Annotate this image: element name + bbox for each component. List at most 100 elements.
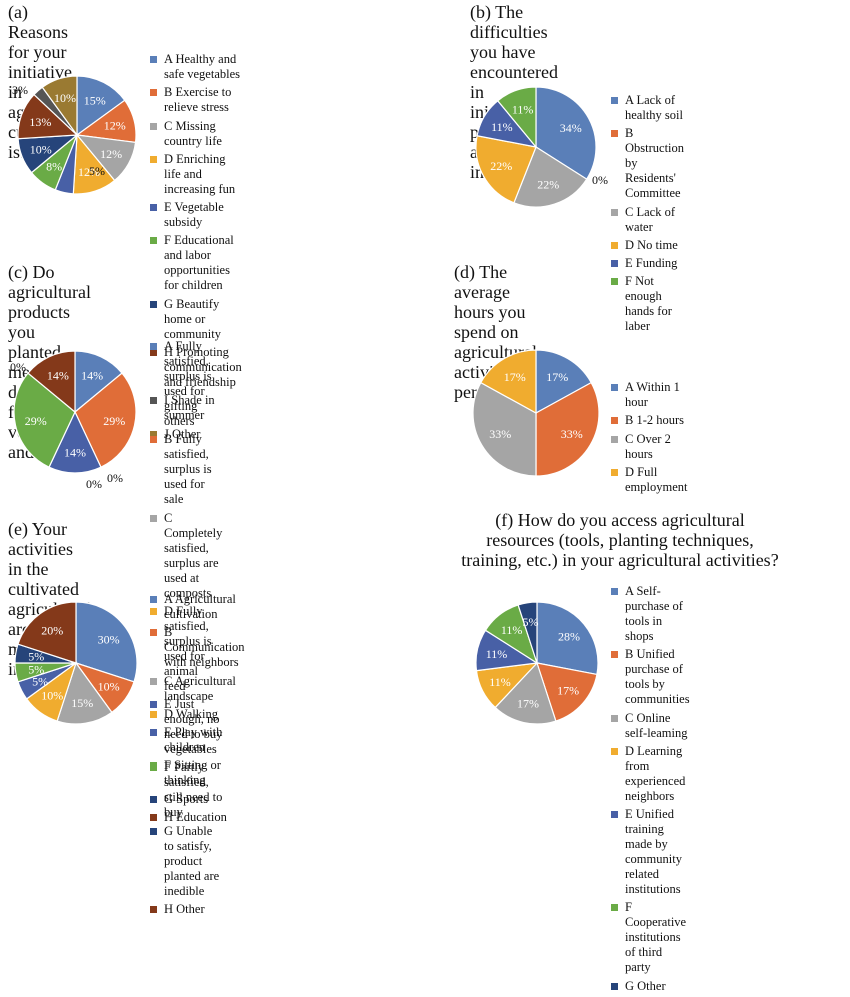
legend-label-e-5: F Sitting or thinking (164, 758, 221, 788)
pie-slice-a-0 (76, 75, 126, 137)
data-label-e-2: 15% (71, 696, 93, 710)
data-label-e-0: 30% (98, 632, 120, 646)
legend-item-f-2: C Online self-leaming (611, 711, 690, 741)
data-label-e-5: 5% (28, 662, 44, 676)
legend-label-b-2: C Lack of water (625, 204, 675, 234)
legend-item-a-2: C Missing country life (150, 119, 242, 149)
legend-label-e-1: B Communication with neighbors (164, 625, 245, 670)
legend-label-b-0: A Lack of healthy soil (625, 93, 683, 122)
legend-swatch-c-2 (150, 514, 157, 522)
legend-swatch-c-1 (150, 436, 157, 444)
legend-swatch-d-2 (611, 435, 618, 443)
legend-item-a-9: J Other (150, 427, 242, 442)
legend-item-d-2: C Over 2 hours (611, 432, 687, 462)
data-label-a-9: 10% (54, 91, 76, 105)
data-label-c-7: 14% (47, 369, 69, 383)
pie-slice-f-1 (536, 662, 598, 722)
legend-swatch-c-6 (150, 827, 157, 835)
legend-swatch-f-0 (611, 588, 618, 595)
chart-title-f: (f) How do you access agricultural resou… (461, 510, 779, 570)
legend-swatch-f-6 (611, 982, 618, 990)
pie-slice-f-0 (536, 601, 599, 676)
legend-item-b-5: F Not enough hands for laber (611, 274, 684, 334)
legend-swatch-a-9 (150, 430, 157, 438)
legend-swatch-f-3 (611, 747, 618, 755)
legend-label-b-5: F Not enough hands for laber (625, 274, 672, 334)
legend-swatch-d-0 (611, 384, 618, 391)
legend-swatch-a-5 (150, 237, 157, 245)
data-label-b-3: 22% (490, 159, 512, 173)
legend-label-c-1: B Fully satisfied, surplus is used for s… (164, 432, 212, 507)
data-label-f-4: 11% (486, 647, 508, 661)
legend-swatch-e-3 (150, 710, 157, 718)
pie-slice-c-5 (13, 372, 76, 468)
legend-item-b-3: D No time (611, 238, 684, 253)
legend-swatch-c-4 (150, 701, 157, 709)
data-label-e-1: 10% (98, 680, 120, 694)
pie-slice-e-0 (75, 601, 138, 683)
legend-label-e-3: D Walking (164, 706, 218, 721)
legend-label-e-2: C Agricultural landscape (164, 673, 236, 703)
legend-item-e-3: D Walking (150, 707, 245, 722)
legend-swatch-a-3 (150, 155, 157, 163)
data-label-a-5: 8% (46, 160, 62, 174)
legend-item-a-1: B Exercise to relieve stress (150, 85, 242, 115)
legend-item-a-5: F Educational and labor opportunities fo… (150, 233, 242, 293)
data-label-a-2: 12% (100, 147, 122, 161)
pie-slice-b-2 (513, 146, 588, 208)
legend-swatch-a-7 (150, 349, 157, 357)
legend-label-d-0: A Within 1 hour (625, 380, 680, 409)
legend-item-e-0: A Agricultural cultivation (150, 592, 245, 622)
data-label-b-2: 22% (537, 178, 559, 192)
data-label-b-4: 11% (491, 120, 513, 134)
legend-item-b-2: C Lack of water (611, 205, 684, 235)
data-label-d-3: 17% (504, 370, 526, 384)
pie-slice-b-3 (475, 135, 537, 204)
data-label-e-7: 20% (41, 623, 63, 637)
legend-label-e-6: G Sports (164, 791, 209, 806)
pie-slice-b-5 (496, 86, 537, 149)
legend-swatch-f-5 (611, 904, 618, 912)
legend-label-a-3: D Enriching life and increasing fun (164, 151, 236, 196)
legend-swatch-b-5 (611, 278, 618, 286)
data-label-a-1: 12% (104, 118, 126, 132)
legend-label-a-9: J Other (164, 426, 201, 441)
legend-label-a-8: I Shade in summer (164, 393, 215, 423)
legend-swatch-b-2 (611, 208, 618, 216)
legend-swatch-b-1 (611, 130, 618, 138)
data-label-a-0: 15% (84, 93, 106, 107)
pie-slice-d-1 (535, 381, 600, 477)
legend-item-d-3: D Full employment (611, 465, 688, 495)
legend-swatch-f-1 (611, 651, 618, 659)
legend-label-a-2: C Missing country life (164, 118, 222, 148)
data-label-a-8: 3% (12, 83, 28, 97)
pie-chart-a: 15%12%12%12%5%8%10%13%3%10% (12, 75, 137, 195)
data-label-c-4: 14% (64, 445, 86, 459)
legend-item-f-3: D Learning from experienced neighbors (611, 744, 690, 804)
legend-swatch-b-3 (611, 241, 618, 249)
legend-swatch-e-5 (150, 762, 157, 770)
data-label-a-3: 12% (78, 165, 100, 179)
data-label-b-0: 34% (560, 121, 582, 135)
legend-label-a-0: A Healthy and safe vegetables (164, 52, 241, 81)
data-label-c-5: 29% (25, 414, 47, 428)
data-label-c-6: 0% (10, 360, 26, 374)
legend-label-f-3: D Learning from experienced neighbors (625, 743, 686, 803)
legend-label-c-0: A Fully satisfied, surplus is used for g… (164, 339, 212, 428)
data-label-c-3: 0% (86, 477, 102, 491)
legend-label-f-5: F Cooperative institutions of third part… (625, 900, 687, 975)
legend-swatch-b-4 (611, 260, 618, 268)
data-label-c-2: 0% (107, 471, 123, 485)
legend-item-e-2: C Agricultural landscape (150, 674, 245, 704)
data-label-f-0: 28% (558, 630, 580, 644)
legend-label-b-1: B Obstruction by Residents' Committee (625, 126, 685, 201)
pie-slice-d-3 (479, 349, 537, 415)
legend-item-f-6: G Other (611, 979, 690, 994)
legend-item-c-3: D Fully satisfied, surplus is used for a… (150, 604, 222, 694)
legend-item-c-6: G Unable to satisfy, product planted are… (150, 824, 222, 899)
pie-slice-e-7 (17, 601, 77, 664)
legend-item-a-4: E Vegetable subsidy (150, 200, 242, 230)
legend-swatch-b-0 (611, 97, 618, 104)
legend-swatch-a-1 (150, 89, 157, 97)
legend-label-d-2: C Over 2 hours (625, 431, 671, 461)
